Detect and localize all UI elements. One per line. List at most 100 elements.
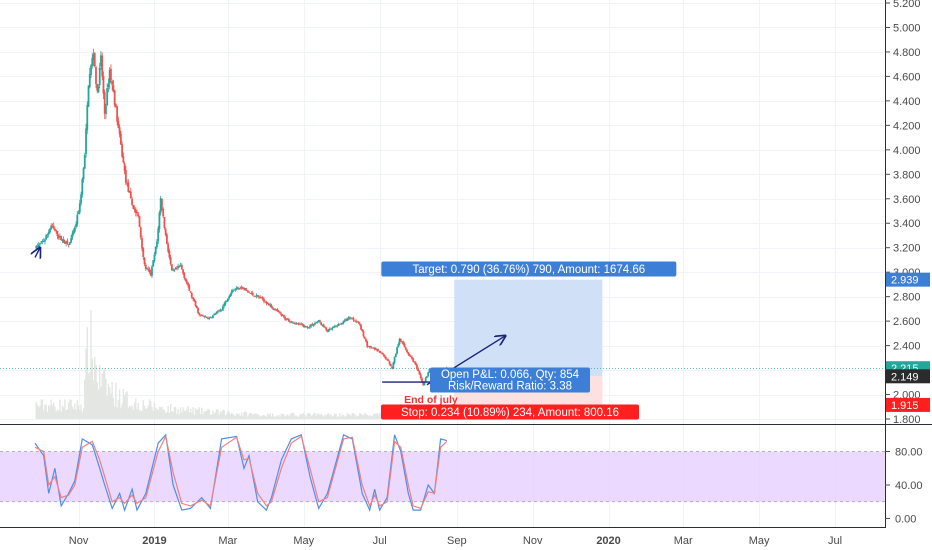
volume-bar (39, 405, 41, 419)
candle (149, 269, 152, 277)
volume-bar (274, 416, 276, 419)
candle-body (377, 350, 380, 352)
volume-bar (35, 402, 37, 419)
candle (59, 233, 61, 241)
candle-body (311, 324, 314, 326)
volume-bar (177, 408, 179, 419)
volume-bar (245, 412, 248, 419)
candle-body (59, 236, 61, 238)
candle-body (284, 316, 286, 320)
volume-bar (143, 405, 146, 419)
candle (365, 338, 367, 343)
candle (91, 52, 94, 69)
end-of-july-annotation[interactable]: End of july (404, 394, 458, 406)
candle-body (270, 304, 273, 308)
volume-bar (67, 402, 70, 419)
candle (187, 281, 189, 288)
candle-body (106, 87, 109, 106)
volume-bar (300, 414, 302, 419)
pnl-label-box[interactable] (430, 367, 590, 393)
candle (340, 322, 342, 326)
target-zone[interactable] (454, 279, 603, 377)
price-tick-label: 3.400 (893, 218, 921, 230)
candle-body (236, 287, 239, 290)
candle (143, 257, 146, 267)
stop-label-box[interactable] (381, 404, 639, 420)
volume-bar (259, 416, 261, 419)
candle (170, 264, 173, 271)
candle (379, 350, 382, 354)
volume-bar (80, 404, 82, 419)
volume-bar (327, 413, 330, 419)
candle (195, 305, 198, 309)
target-label-box[interactable] (381, 261, 677, 277)
candle-body (361, 329, 364, 332)
candle (230, 289, 233, 296)
candle (249, 292, 252, 294)
volume-bar (82, 408, 85, 419)
position-labels[interactable]: Target: 0.790 (36.76%) 790, Amount: 1674… (381, 261, 677, 420)
candle-body (114, 104, 117, 107)
candle-body (212, 315, 214, 318)
candle-body (87, 85, 90, 107)
candle (41, 239, 44, 245)
candle (251, 290, 254, 296)
candle-body (83, 154, 86, 169)
candle (244, 287, 247, 291)
candle (384, 356, 387, 361)
candle (391, 366, 393, 370)
candle-body (127, 182, 130, 192)
candle-body (60, 235, 63, 240)
candle-body (132, 205, 135, 209)
candle-body (371, 347, 374, 349)
candle-body (302, 324, 305, 327)
candle-body (197, 307, 199, 314)
volume-bar (79, 409, 81, 419)
target-label: Target: 0.790 (36.76%) 790, Amount: 1674… (412, 264, 645, 276)
stochastic-axis[interactable]: 80.00 40.00 0.00 (885, 447, 923, 526)
candle-body (68, 242, 71, 245)
volume-bar (181, 412, 183, 419)
volume-bar (243, 412, 245, 419)
candle (153, 252, 156, 263)
volume-bar (115, 382, 117, 419)
time-label: Mar (674, 535, 693, 547)
candle (80, 191, 82, 206)
volume-bar (162, 409, 164, 419)
candle-body (179, 265, 182, 267)
volume-bar (168, 412, 171, 419)
candle-body (384, 356, 387, 359)
candle-body (373, 347, 376, 350)
candle-body (356, 321, 359, 323)
candle-body (246, 290, 249, 292)
time-axis[interactable]: Nov 2019 Mar May Jul Sep Nov 2020 Mar May Jul (69, 535, 842, 547)
candle (124, 165, 127, 185)
volume-bar (219, 411, 222, 419)
volume-bar (145, 408, 147, 419)
candle (105, 103, 107, 120)
candle (264, 300, 267, 303)
candle-body (340, 323, 342, 325)
candle-body (417, 368, 420, 372)
candle (102, 71, 105, 100)
price-badge: 1.915 (886, 397, 930, 412)
volume-bar (372, 414, 375, 419)
candle-body (88, 73, 91, 88)
candle-body (141, 238, 143, 249)
volume-bar (197, 408, 199, 419)
volume-bar (183, 410, 186, 419)
candle (60, 235, 63, 241)
candle (161, 198, 163, 211)
volume-bar (100, 387, 102, 419)
candle-body (187, 283, 189, 286)
candle-body (261, 297, 264, 300)
candle-body (153, 254, 156, 261)
candle-body (368, 346, 371, 347)
candle-body (427, 372, 430, 377)
volume-bar (375, 413, 377, 419)
candle-body (146, 268, 148, 270)
candle-body (286, 319, 289, 321)
volume-bar (77, 405, 80, 419)
volume-bar (342, 415, 345, 419)
